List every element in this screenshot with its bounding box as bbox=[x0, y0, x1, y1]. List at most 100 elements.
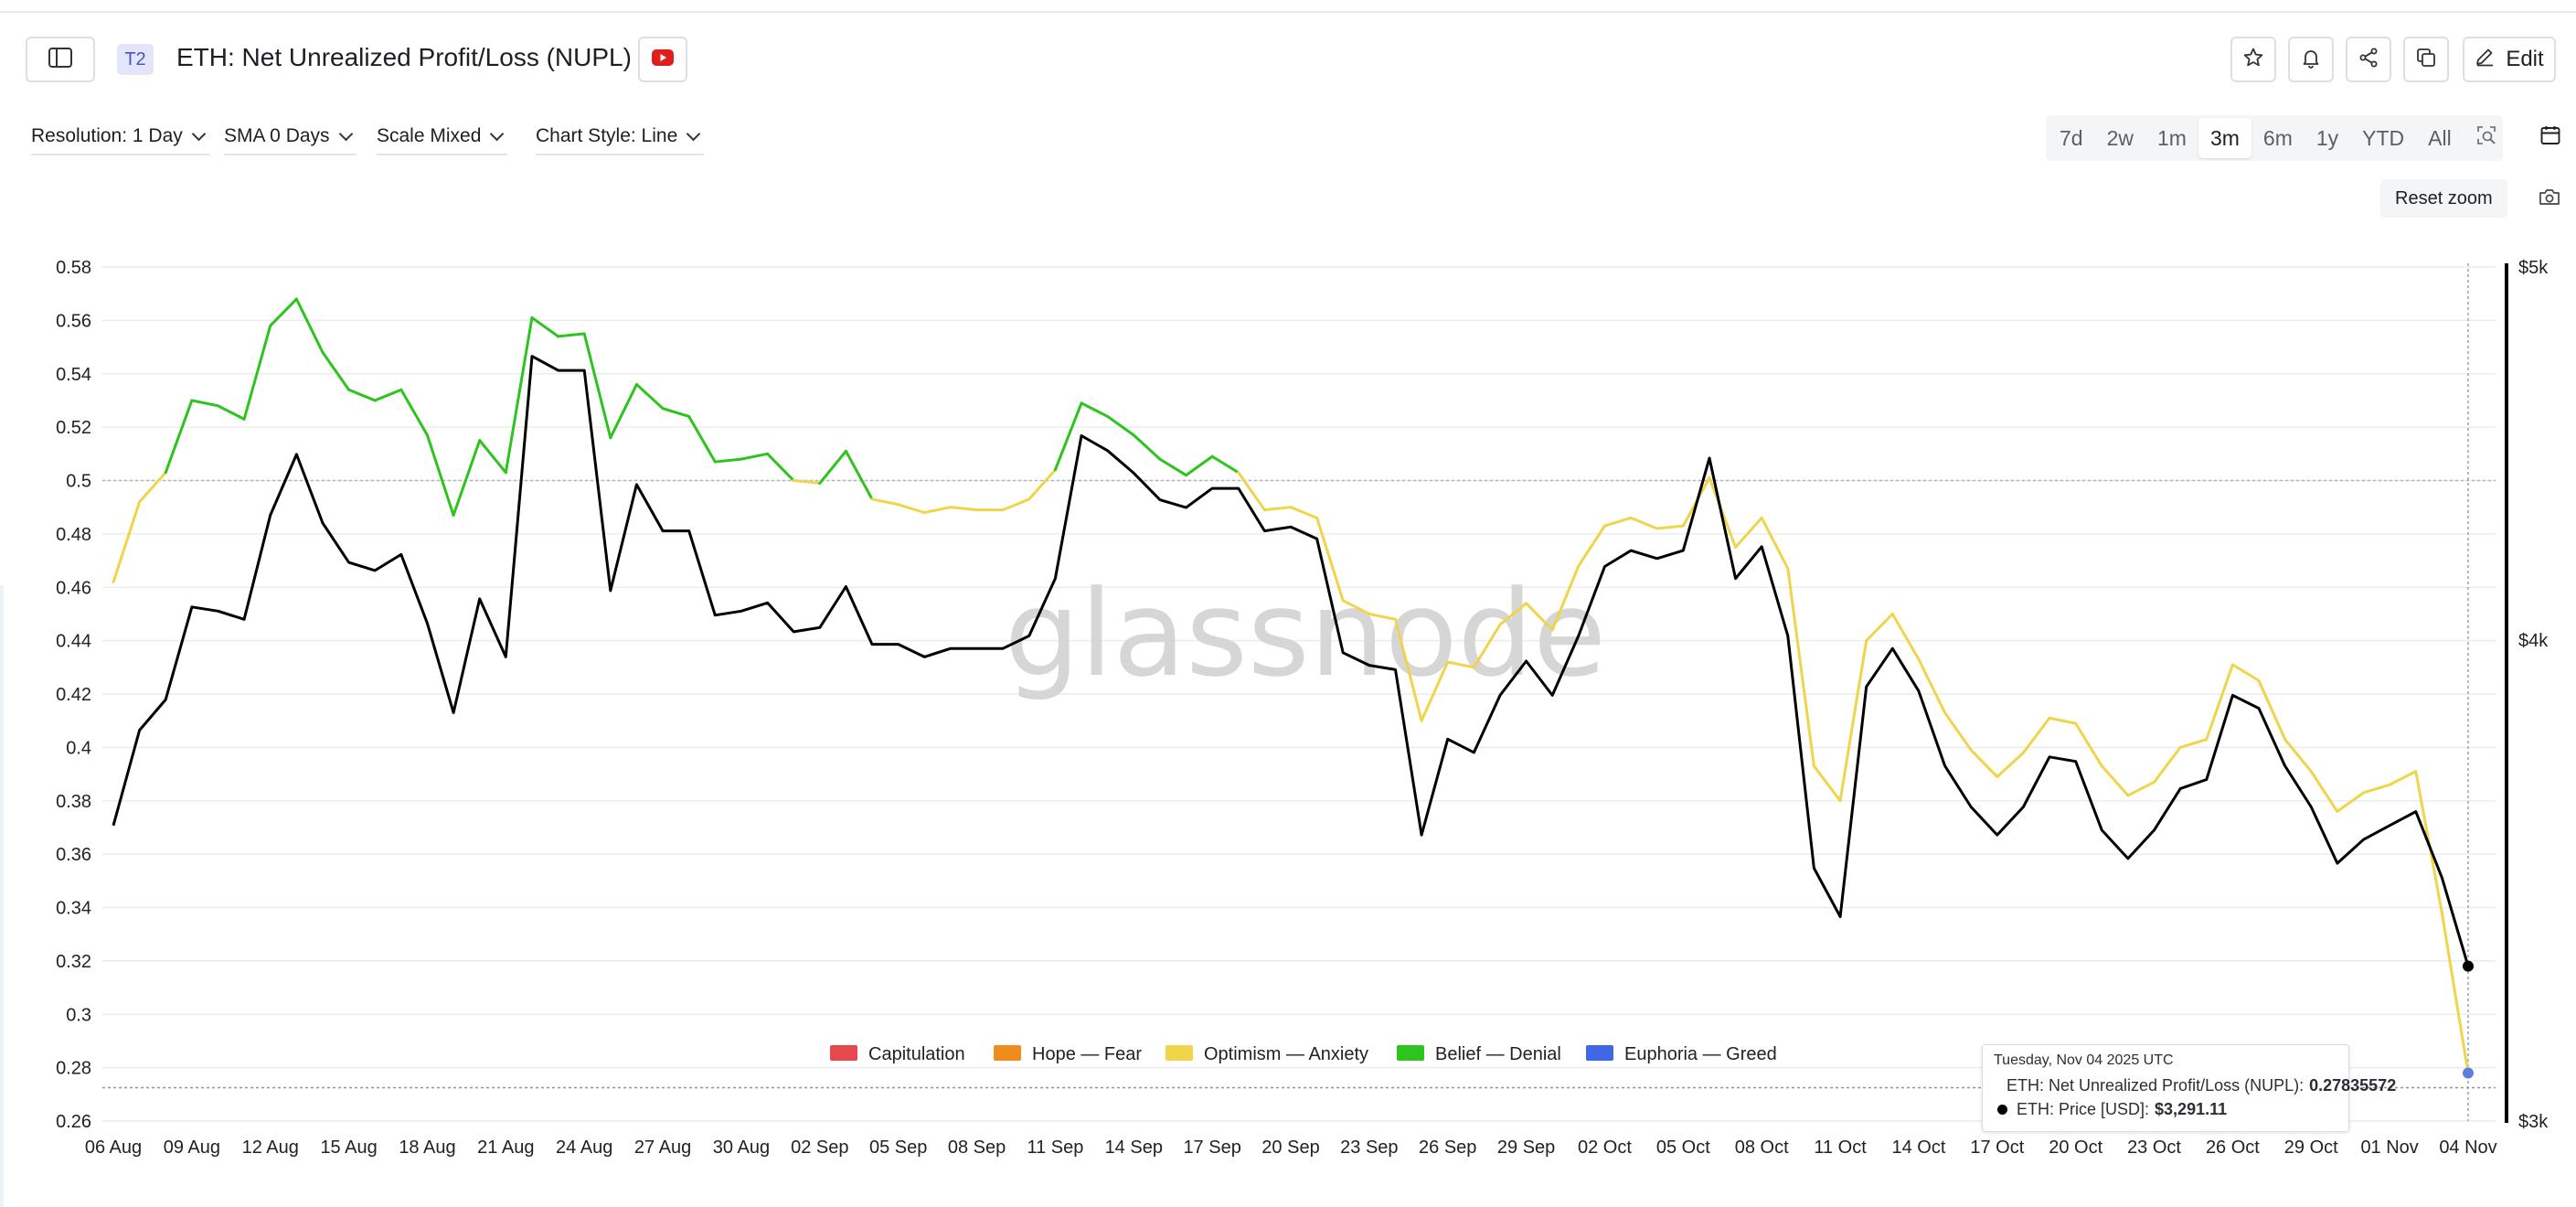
left-edge-strip bbox=[0, 585, 4, 1207]
chart-style-dropdown[interactable]: Chart Style: Line bbox=[536, 119, 705, 155]
nupl-segment bbox=[1812, 764, 1842, 803]
nupl-segment bbox=[818, 449, 847, 485]
nupl-segment bbox=[2126, 780, 2156, 797]
time-range-selector: 7d 2w 1m 3m 6m 1y YTD All bbox=[2046, 115, 2503, 161]
y-tick-label: 0.48 bbox=[56, 525, 91, 545]
x-tick-label: 05 Oct bbox=[1656, 1138, 1710, 1158]
nupl-segment bbox=[1210, 454, 1240, 475]
nupl-segment bbox=[1001, 497, 1031, 512]
range-1m[interactable]: 1m bbox=[2157, 125, 2187, 150]
nupl-segment bbox=[478, 439, 507, 475]
x-tick-label: 15 Aug bbox=[320, 1138, 377, 1158]
y-tick-label: 0.4 bbox=[66, 738, 91, 758]
duplicate-button[interactable] bbox=[2403, 37, 2449, 82]
nupl-segment bbox=[609, 382, 638, 440]
nupl-marker bbox=[2463, 1067, 2474, 1079]
nupl-segment bbox=[2074, 721, 2103, 768]
nupl-chart[interactable]: glassnode 0.26 0.28 0.3 0.32 0.34 0.36 0.38 0.4… bbox=[0, 229, 2576, 1205]
camera-icon bbox=[2539, 187, 2560, 210]
nupl-segment bbox=[1525, 602, 1554, 632]
x-tick-label: 23 Sep bbox=[1340, 1138, 1398, 1158]
nupl-segment bbox=[1341, 599, 1371, 615]
x-tick-label: 17 Oct bbox=[1970, 1138, 2024, 1158]
nupl-segment bbox=[269, 297, 298, 327]
range-2w[interactable]: 2w bbox=[2106, 125, 2134, 150]
nupl-segment bbox=[1498, 602, 1528, 626]
x-tick-label: 11 Sep bbox=[1027, 1138, 1083, 1158]
sidebar-toggle-button[interactable] bbox=[26, 37, 95, 82]
nupl-segment bbox=[1053, 401, 1083, 472]
x-tick-label: 21 Aug bbox=[477, 1138, 534, 1158]
chevron-down-icon bbox=[191, 126, 207, 142]
x-tick-label: 06 Aug bbox=[85, 1138, 142, 1158]
nupl-segment bbox=[2440, 911, 2470, 1074]
x-tick-label: 14 Sep bbox=[1105, 1138, 1163, 1158]
calendar-icon bbox=[2539, 124, 2561, 151]
nupl-segment bbox=[1106, 414, 1135, 437]
y-tick-label: 0.5 bbox=[66, 472, 91, 492]
legend-label: Belief — Denial bbox=[1435, 1044, 1561, 1064]
x-axis: 06 Aug 09 Aug 12 Aug 15 Aug 18 Aug 21 Aug 24 A… bbox=[85, 1138, 2497, 1158]
nupl-segment bbox=[2048, 716, 2078, 725]
nupl-segment bbox=[740, 452, 770, 461]
x-tick-label: 02 Sep bbox=[791, 1138, 848, 1158]
nupl-segment bbox=[1315, 516, 1345, 603]
share-icon bbox=[2358, 47, 2379, 73]
reset-zoom-button[interactable]: Reset zoom bbox=[2380, 179, 2507, 218]
y-tick-label: 0.36 bbox=[56, 845, 91, 865]
youtube-button[interactable] bbox=[638, 37, 687, 82]
range-6m[interactable]: 6m bbox=[2262, 125, 2293, 150]
chart-header: T2 ETH: Net Unrealized Profit/Loss (NUPL… bbox=[0, 37, 2576, 101]
nupl-segment bbox=[504, 315, 534, 475]
y-tick-label: 0.34 bbox=[56, 899, 91, 919]
grid-lines bbox=[102, 266, 2496, 1122]
nupl-segment bbox=[138, 471, 167, 504]
legend-label: Capitulation bbox=[868, 1044, 965, 1064]
nupl-segment bbox=[2230, 663, 2261, 682]
x-tick-label: 08 Sep bbox=[948, 1138, 1006, 1158]
x-tick-label: 08 Oct bbox=[1735, 1138, 1789, 1158]
legend-swatch bbox=[994, 1045, 1021, 1061]
sma-dropdown[interactable]: SMA 0 Days bbox=[224, 119, 357, 155]
pencil-icon bbox=[2475, 47, 2495, 73]
chart-style-label: Chart Style: Line bbox=[536, 125, 678, 146]
nupl-segment bbox=[1393, 617, 1423, 722]
legend-swatch bbox=[830, 1045, 857, 1061]
share-button[interactable] bbox=[2346, 37, 2391, 82]
legend-label: Optimism — Anxiety bbox=[1204, 1044, 1368, 1064]
nupl-segment bbox=[1760, 516, 1790, 571]
calendar-button[interactable] bbox=[2532, 117, 2569, 157]
nupl-segment bbox=[530, 315, 560, 338]
y-tick-label: 0.3 bbox=[66, 1005, 91, 1025]
nupl-segment bbox=[425, 433, 455, 517]
range-1y[interactable]: 1y bbox=[2315, 125, 2339, 150]
y-tick-label: 0.54 bbox=[56, 365, 91, 385]
resolution-dropdown[interactable]: Resolution: 1 Day bbox=[31, 119, 209, 155]
scale-dropdown[interactable]: Scale Mixed bbox=[377, 119, 508, 155]
tooltip-row-nupl: ETH: Net Unrealized Profit/Loss (NUPL): … bbox=[1994, 1076, 2396, 1095]
tooltip-row-price: ETH: Price [USD]: $3,291.11 bbox=[1994, 1100, 2348, 1119]
nupl-segment bbox=[1996, 751, 2025, 778]
sma-label: SMA 0 Days bbox=[224, 125, 330, 146]
zoom-search-button[interactable] bbox=[2464, 118, 2509, 158]
favorite-button[interactable] bbox=[2230, 37, 2276, 82]
nupl-segment bbox=[1734, 516, 1763, 549]
range-3m[interactable]: 3m bbox=[2198, 118, 2251, 158]
legend-swatch bbox=[1397, 1045, 1424, 1061]
hover-markers bbox=[2463, 960, 2474, 1079]
nupl-segment bbox=[1237, 471, 1266, 512]
range-ytd[interactable]: YTD bbox=[2362, 125, 2405, 150]
x-tick-label: 23 Oct bbox=[2127, 1138, 2181, 1158]
tooltip-value: 0.27835572 bbox=[2309, 1076, 2397, 1095]
resolution-label: Resolution: 1 Day bbox=[31, 125, 183, 146]
y-tick-label: 0.26 bbox=[56, 1112, 91, 1132]
y-tick-label: 0.32 bbox=[56, 952, 91, 972]
x-tick-label: 18 Aug bbox=[399, 1138, 455, 1158]
screenshot-button[interactable] bbox=[2534, 185, 2565, 212]
edit-button[interactable]: Edit bbox=[2463, 37, 2556, 82]
range-7d[interactable]: 7d bbox=[2060, 125, 2083, 150]
nupl-segment bbox=[1446, 660, 1475, 669]
nupl-series bbox=[112, 297, 2470, 1074]
range-all[interactable]: All bbox=[2428, 125, 2452, 150]
alert-button[interactable] bbox=[2288, 37, 2334, 82]
